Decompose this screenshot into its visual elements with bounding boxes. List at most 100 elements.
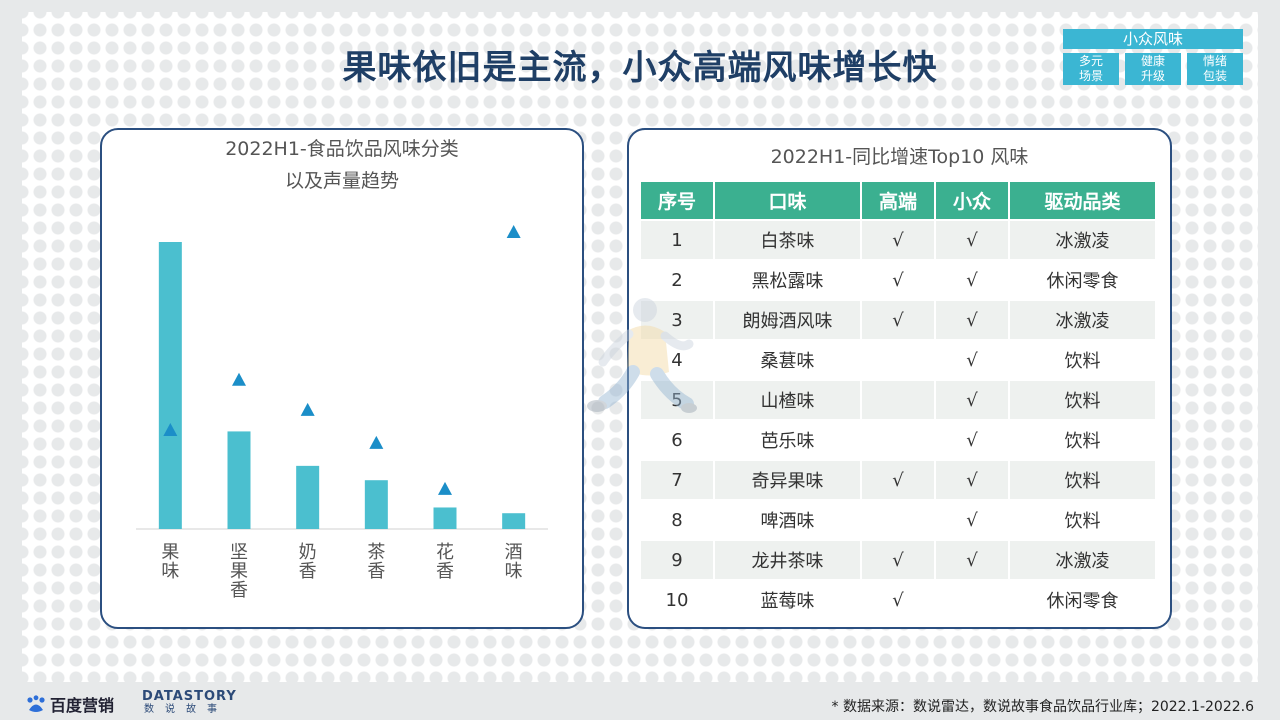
cell-category: 饮料	[1064, 511, 1101, 532]
category-label-0-0: 果	[161, 542, 179, 563]
datastory-cn: 数说故事	[144, 704, 228, 715]
datastory-logo: DATASTORY 数说故事	[142, 690, 254, 718]
cell-premium	[862, 501, 934, 539]
table-title: 2022H1-同比增速Top10 风味	[770, 146, 1029, 168]
cell-niche: √	[936, 301, 1008, 339]
table-header-row: 序号 口味 高端 小众 驱动品类	[641, 182, 1155, 219]
cell-category: 冰激凌	[1010, 301, 1155, 339]
cell-rank: 10	[665, 589, 689, 611]
cell-premium: √	[892, 269, 904, 291]
cell-flavor: 蓝莓味	[760, 591, 815, 612]
tag-head: 小众风味	[1063, 29, 1243, 49]
cell-category: 饮料	[1010, 381, 1155, 419]
table-row: 1 白茶味 √ √ 冰激凌	[641, 221, 1155, 259]
cell-flavor: 白茶味	[715, 221, 860, 259]
cell-rank: 2	[671, 269, 683, 291]
cell-category: 休闲零食	[1046, 591, 1119, 612]
trend-marker-2	[300, 402, 315, 416]
tag-cell-scene: 多元 场景	[1063, 53, 1119, 85]
category-label-1-2: 香	[230, 580, 248, 601]
cell-rank: 8	[671, 509, 683, 531]
category-label-4-0: 花	[436, 542, 454, 563]
chart-title-line1: 2022H1-食品饮品风味分类	[225, 138, 459, 160]
category-label-4-1: 香	[436, 561, 454, 582]
category-label-5-0: 酒	[505, 542, 523, 563]
cell-niche: √	[936, 381, 1008, 419]
bar-5	[502, 513, 526, 529]
cell-rank: 7	[641, 461, 713, 499]
trend-marker-0	[163, 422, 178, 436]
cell-niche: √	[936, 541, 1008, 579]
table-row: 8 啤酒味 √ 饮料	[641, 501, 1155, 539]
bar-3	[364, 480, 388, 529]
page-title: 果味依旧是主流，小众高端风味增长快	[342, 48, 938, 88]
datastory-en: DATASTORY	[142, 689, 237, 704]
category-label-1-0: 坚	[230, 542, 248, 563]
category-label-1-1: 果	[230, 561, 248, 582]
table-row: 3 朗姆酒风味 √ √ 冰激凌	[641, 301, 1155, 339]
bar-0	[158, 242, 182, 529]
cell-niche: √	[966, 509, 978, 531]
cell-rank: 6	[671, 429, 683, 451]
cell-premium: √	[862, 461, 934, 499]
paw-icon	[27, 695, 45, 712]
category-label-0-1: 味	[161, 561, 179, 582]
trend-marker-4	[438, 481, 452, 495]
bar-1	[227, 431, 251, 529]
cell-rank: 1	[641, 221, 713, 259]
tag-cell-emotion: 情绪 包装	[1187, 53, 1243, 85]
cell-flavor: 龙井茶味	[715, 541, 860, 579]
bar-4	[433, 507, 457, 529]
cell-premium: √	[862, 221, 934, 259]
cell-niche: √	[966, 269, 978, 291]
data-source-note: * 数据来源：数说雷达，数说故事食品饮品行业库；2022.1-2022.6	[831, 699, 1254, 715]
cell-niche	[936, 581, 1008, 619]
baidu-marketing-text: 百度营销	[50, 696, 115, 715]
top10-table: 序号 口味 高端 小众 驱动品类 1 白茶味 √ √ 冰激凌 2 黑松露味 √ √ 休闲零食 3 朗姆…	[639, 180, 1157, 621]
cell-niche: √	[966, 429, 978, 451]
cell-niche: √	[936, 461, 1008, 499]
table-row: 10 蓝莓味 √ 休闲零食	[641, 581, 1155, 619]
cell-flavor: 黑松露味	[751, 271, 824, 292]
header-category: 驱动品类	[1010, 182, 1155, 219]
category-label-5-1: 味	[505, 561, 523, 582]
cell-flavor: 山楂味	[715, 381, 860, 419]
cell-rank: 3	[641, 301, 713, 339]
tag-row: 多元 场景 健康 升级 情绪 包装	[1063, 53, 1243, 85]
niche-flavor-tag: 小众风味 多元 场景 健康 升级 情绪 包装	[1063, 29, 1243, 85]
cell-niche: √	[936, 221, 1008, 259]
cell-flavor: 啤酒味	[760, 511, 815, 532]
header-premium: 高端	[862, 182, 934, 219]
category-label-3-0: 茶	[367, 542, 385, 563]
cell-category: 冰激凌	[1010, 221, 1155, 259]
table-row: 6 芭乐味 √ 饮料	[641, 421, 1155, 459]
cell-category: 冰激凌	[1010, 541, 1155, 579]
category-label-2-1: 香	[299, 561, 317, 582]
cell-premium	[862, 381, 934, 419]
category-label-2-0: 奶	[299, 542, 317, 563]
header-niche: 小众	[936, 182, 1008, 219]
cell-premium: √	[862, 541, 934, 579]
cell-flavor: 朗姆酒风味	[715, 301, 860, 339]
trend-marker-3	[369, 435, 384, 449]
bar-2	[296, 465, 320, 529]
chart-title-line2: 以及声量趋势	[284, 170, 399, 192]
table-row: 7 奇异果味 √ √ 饮料	[641, 461, 1155, 499]
cell-flavor: 芭乐味	[760, 431, 815, 452]
table-row: 9 龙井茶味 √ √ 冰激凌	[641, 541, 1155, 579]
cell-category: 饮料	[1010, 461, 1155, 499]
top10-table-panel: 2022H1-同比增速Top10 风味 序号 口味 高端 小众 驱动品类 1 白茶…	[627, 128, 1172, 629]
cell-flavor: 奇异果味	[715, 461, 860, 499]
trend-marker-1	[232, 372, 246, 386]
header-flavor: 口味	[715, 182, 860, 219]
flavor-chart-panel: 2022H1-食品饮品风味分类 以及声量趋势 果味坚果香奶香茶香花香酒味	[100, 128, 584, 629]
header-rank: 序号	[641, 182, 713, 219]
cell-premium: √	[892, 589, 904, 611]
cell-category: 休闲零食	[1046, 271, 1119, 292]
cell-premium	[862, 421, 934, 459]
baidu-marketing-logo: 百度营销	[26, 692, 114, 716]
table-row: 5 山楂味 √ 饮料	[641, 381, 1155, 419]
cell-premium: √	[862, 301, 934, 339]
cell-rank: 4	[671, 349, 683, 371]
cell-niche: √	[966, 349, 978, 371]
